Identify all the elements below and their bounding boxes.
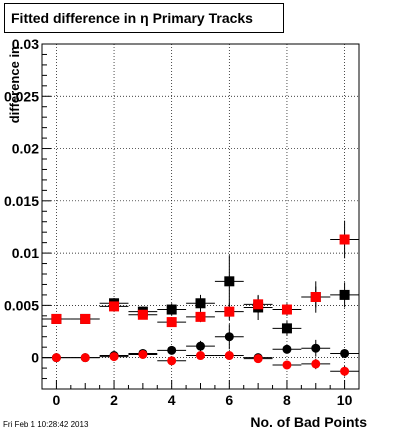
x-tick-label-1: 2: [110, 392, 118, 408]
y-tick-label-4: 0.02: [12, 141, 39, 157]
y-axis-label: difference in: [7, 46, 22, 123]
data-point: [80, 313, 91, 324]
data-point: [339, 234, 350, 245]
chart-title: Fitted difference in η Primary Tracks: [4, 3, 284, 33]
data-point: [138, 350, 148, 359]
data-point: [253, 354, 263, 364]
x-tick-label-5: 10: [337, 392, 353, 408]
data-point: [195, 298, 206, 309]
data-point: [195, 311, 206, 322]
data-point: [80, 353, 90, 363]
x-axis-label: No. of Bad Points: [250, 414, 367, 430]
x-tick-label-4: 8: [283, 392, 291, 408]
data-point: [224, 306, 235, 317]
series-3: [42, 350, 359, 377]
y-tick-label-2: 0.01: [12, 245, 39, 261]
y-tick-label-5: 0.025: [4, 88, 39, 104]
y-tick-label-6: 0.03: [12, 36, 39, 52]
series-1: [42, 220, 359, 328]
data-point: [311, 359, 321, 369]
x-tick-label-3: 6: [225, 392, 233, 408]
x-tick-label-2: 4: [168, 392, 176, 408]
data-point: [282, 344, 292, 354]
data-point: [51, 353, 61, 363]
data-point: [281, 323, 292, 334]
data-point: [196, 341, 205, 351]
data-point: [167, 356, 177, 366]
data-point: [339, 289, 350, 300]
data-point: [281, 304, 292, 315]
y-tick-label-1: 0.005: [4, 297, 39, 313]
data-point: [224, 351, 234, 361]
timestamp: Fri Feb 1 10:28:42 2013: [3, 420, 89, 429]
x-tick-label-0: 0: [53, 392, 61, 408]
data-point: [109, 301, 120, 312]
data-point: [311, 343, 321, 353]
data-point: [137, 309, 148, 320]
data-point: [109, 352, 119, 362]
y-tick-label-0: 0: [31, 350, 39, 366]
data-point: [167, 345, 177, 355]
data-point: [224, 332, 234, 342]
data-point: [340, 366, 350, 376]
data-point: [51, 313, 62, 324]
data-point: [310, 292, 321, 302]
data-point: [282, 360, 292, 370]
data-point: [340, 348, 350, 358]
plot-frame: [41, 43, 360, 390]
data-point: [253, 299, 264, 310]
data-point: [196, 351, 205, 361]
data-point: [224, 276, 235, 287]
data-point: [166, 304, 177, 315]
y-tick-label-3: 0.015: [4, 193, 39, 209]
data-point: [166, 317, 177, 328]
